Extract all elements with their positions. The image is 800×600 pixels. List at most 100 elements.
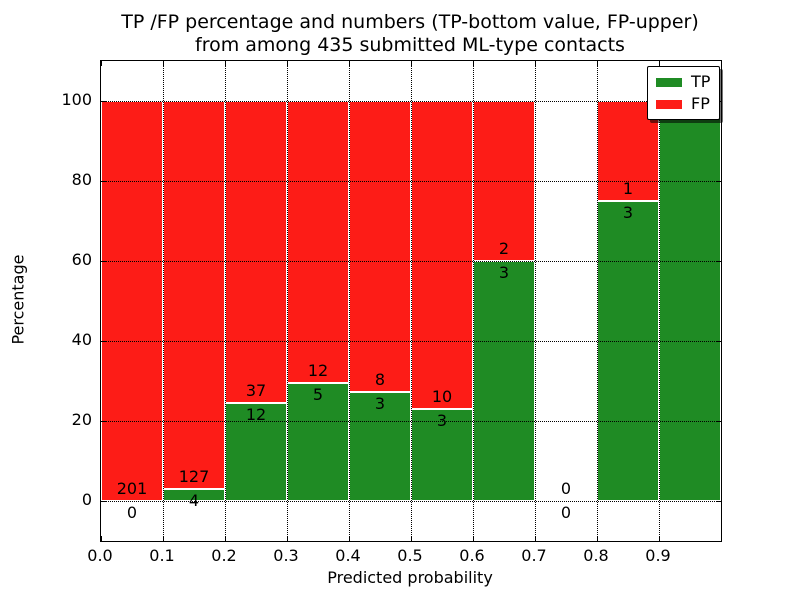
bar-segment-fp bbox=[411, 101, 473, 409]
legend-item-tp: TP bbox=[656, 72, 710, 92]
v-gridline bbox=[225, 61, 226, 541]
bar-count-label-fp: 127 bbox=[178, 466, 210, 486]
x-tick-label: 0.9 bbox=[645, 546, 671, 565]
x-tick-mark bbox=[720, 61, 722, 66]
bar-count-label-fp: 1 bbox=[622, 179, 634, 198]
x-tick-mark bbox=[534, 61, 536, 66]
x-tick-label: 0.4 bbox=[335, 546, 361, 565]
x-tick-mark bbox=[224, 536, 226, 541]
x-tick-mark bbox=[472, 536, 474, 541]
v-gridline bbox=[659, 61, 660, 541]
bar-segment-tp bbox=[473, 261, 535, 501]
x-tick-label: 0.2 bbox=[211, 546, 237, 565]
x-tick-label: 0.0 bbox=[87, 546, 113, 565]
x-tick-mark bbox=[596, 61, 598, 66]
y-tick-mark bbox=[716, 180, 721, 182]
x-tick-mark bbox=[286, 536, 288, 541]
y-tick-mark bbox=[101, 100, 106, 102]
bar-segment-fp bbox=[163, 101, 225, 489]
bar-count-label-fp: 12 bbox=[307, 361, 329, 381]
x-tick-mark bbox=[162, 536, 164, 541]
bar-count-label-tp: 3 bbox=[622, 203, 634, 222]
bar-count-label-fp: 8 bbox=[374, 369, 386, 389]
bar-count-label-tp: 3 bbox=[436, 410, 448, 430]
bar-count-label-fp: 201 bbox=[116, 479, 148, 498]
y-tick-label: 0 bbox=[81, 490, 92, 509]
y-axis-label: Percentage bbox=[8, 254, 28, 345]
fp-swatch-icon bbox=[656, 99, 682, 109]
bar-count-label-fp: 37 bbox=[245, 381, 267, 401]
x-tick-mark bbox=[286, 61, 288, 66]
x-tick-mark bbox=[410, 536, 412, 541]
legend-item-fp: FP bbox=[656, 94, 710, 114]
bar-segment-tp bbox=[659, 101, 721, 501]
v-gridline bbox=[597, 61, 598, 541]
bar-count-label-tp: 12 bbox=[245, 405, 267, 425]
x-tick-mark bbox=[720, 536, 722, 541]
bar-segment-tp bbox=[597, 201, 659, 501]
bar-segment-fp bbox=[101, 101, 163, 501]
v-gridline bbox=[163, 61, 164, 541]
y-tick-mark bbox=[101, 420, 106, 422]
v-gridline bbox=[287, 61, 288, 541]
y-tick-mark bbox=[101, 500, 106, 502]
x-tick-mark bbox=[596, 536, 598, 541]
plot-area: 201012743712125831032300134 bbox=[100, 60, 722, 542]
bar-count-label-tp: 0 bbox=[560, 503, 572, 522]
bar-segment-fp bbox=[225, 101, 287, 404]
bar-segment-tp bbox=[287, 383, 349, 501]
v-gridline bbox=[535, 61, 536, 541]
x-tick-mark bbox=[224, 61, 226, 66]
x-tick-label: 0.1 bbox=[149, 546, 175, 565]
bar-segment-fp bbox=[349, 101, 411, 392]
x-tick-mark bbox=[100, 536, 102, 541]
x-tick-label: 0.6 bbox=[459, 546, 485, 565]
x-tick-label: 0.7 bbox=[521, 546, 547, 565]
chart-title-line2: from among 435 submitted ML-type contact… bbox=[195, 34, 625, 56]
y-tick-mark bbox=[101, 180, 106, 182]
x-tick-mark bbox=[162, 61, 164, 66]
y-tick-label: 20 bbox=[71, 410, 92, 429]
x-tick-mark bbox=[410, 61, 412, 66]
y-tick-mark bbox=[716, 260, 721, 262]
y-tick-label: 80 bbox=[71, 170, 92, 189]
bar-count-label-tp: 5 bbox=[312, 385, 324, 405]
bar-count-label-fp: 2 bbox=[498, 239, 510, 258]
x-tick-label: 0.3 bbox=[273, 546, 299, 565]
bar-count-label-tp: 3 bbox=[498, 263, 510, 282]
legend-label-fp: FP bbox=[691, 94, 710, 113]
x-tick-mark bbox=[100, 61, 102, 66]
legend: TP FP bbox=[647, 66, 721, 120]
y-tick-mark bbox=[101, 260, 106, 262]
y-tick-mark bbox=[101, 340, 106, 342]
y-tick-mark bbox=[716, 420, 721, 422]
legend-label-tp: TP bbox=[691, 72, 711, 91]
x-tick-mark bbox=[658, 61, 660, 66]
x-tick-mark bbox=[534, 536, 536, 541]
bar-count-label-tp: 0 bbox=[126, 503, 138, 522]
bar-count-label-tp: 4 bbox=[188, 490, 200, 510]
v-gridline bbox=[411, 61, 412, 541]
y-tick-mark bbox=[716, 340, 721, 342]
bar-count-label-fp: 0 bbox=[560, 479, 572, 498]
y-tick-label: 100 bbox=[61, 90, 92, 109]
v-gridline bbox=[473, 61, 474, 541]
v-gridline bbox=[349, 61, 350, 541]
chart-title: TP /FP percentage and numbers (TP-bottom… bbox=[100, 11, 720, 57]
bar-count-label-tp: 3 bbox=[374, 393, 386, 413]
x-tick-mark bbox=[472, 61, 474, 66]
y-tick-mark bbox=[716, 500, 721, 502]
bar-segment-tp bbox=[225, 403, 287, 501]
tp-swatch-icon bbox=[656, 77, 682, 87]
x-tick-mark bbox=[658, 536, 660, 541]
bar-segment-fp bbox=[287, 101, 349, 384]
x-tick-mark bbox=[348, 61, 350, 66]
y-tick-label: 60 bbox=[71, 250, 92, 269]
x-axis-label: Predicted probability bbox=[327, 568, 493, 587]
y-tick-label: 40 bbox=[71, 330, 92, 349]
x-tick-mark bbox=[348, 536, 350, 541]
x-tick-label: 0.8 bbox=[583, 546, 609, 565]
x-tick-label: 0.5 bbox=[397, 546, 423, 565]
chart-title-line1: TP /FP percentage and numbers (TP-bottom… bbox=[121, 11, 699, 33]
